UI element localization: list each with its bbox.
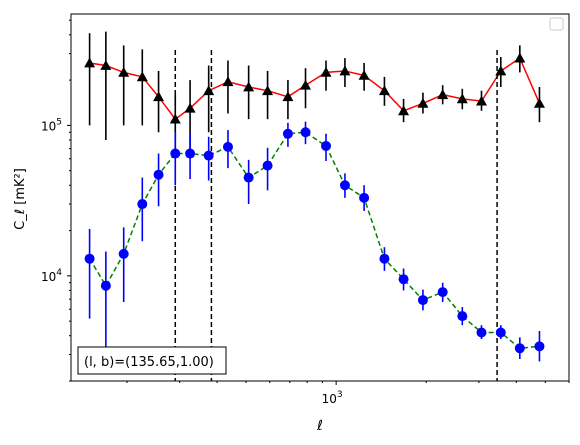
data-point-0-13 [320, 66, 332, 77]
data-point-0-16 [378, 85, 390, 96]
annotation-text: (l, b)=(135.65,1.00) [84, 355, 214, 370]
data-point-1-22 [495, 327, 506, 338]
data-point-1-18 [417, 295, 428, 306]
data-point-1-21 [476, 327, 487, 338]
data-point-0-17 [398, 105, 410, 116]
data-point-1-11 [282, 128, 293, 139]
vertical-lines-layer [174, 50, 498, 381]
data-point-1-5 [170, 148, 181, 159]
data-point-0-9 [243, 81, 255, 92]
data-point-0-0 [84, 57, 96, 68]
data-point-1-12 [300, 127, 311, 138]
data-point-0-24 [533, 97, 545, 108]
data-point-0-23 [514, 52, 526, 63]
data-point-0-11 [282, 91, 294, 102]
data-point-0-10 [262, 85, 274, 96]
data-point-1-9 [243, 172, 254, 183]
data-point-0-22 [495, 65, 507, 76]
data-point-1-10 [262, 160, 273, 171]
data-point-0-6 [184, 102, 196, 113]
x-axis-label: ℓ [316, 418, 323, 434]
data-point-0-15 [358, 69, 370, 80]
data-point-1-15 [359, 192, 370, 203]
y-tick-label-0: 104 [41, 268, 62, 284]
data-point-1-17 [398, 274, 409, 285]
data-point-0-21 [475, 95, 487, 106]
data-point-1-24 [534, 341, 545, 352]
data-point-1-2 [118, 248, 129, 259]
y-axis-label: C_ℓ [mK²] [13, 168, 28, 230]
data-point-1-13 [321, 140, 332, 151]
data-point-1-23 [514, 343, 525, 354]
data-point-1-14 [339, 180, 350, 191]
data-point-0-20 [456, 93, 468, 104]
data-point-1-8 [222, 141, 233, 152]
plot-frame [70, 13, 570, 382]
data-point-1-16 [379, 253, 390, 264]
data-point-1-19 [437, 287, 448, 298]
data-point-0-19 [437, 89, 449, 100]
ticks-layer: 103 104 105 [41, 19, 570, 406]
x-tick-label-0: 103 [322, 390, 343, 406]
data-point-1-7 [203, 150, 214, 161]
data-point-1-3 [137, 199, 148, 210]
data-point-0-18 [417, 97, 429, 108]
data-point-0-1 [100, 60, 112, 70]
data-point-0-3 [136, 71, 148, 82]
y-tick-label-1: 105 [41, 117, 62, 133]
annotation-frame [77, 346, 227, 375]
markers-layer [84, 52, 545, 354]
data-point-1-4 [153, 169, 164, 180]
data-point-1-0 [84, 253, 95, 264]
data-point-0-8 [222, 76, 234, 87]
data-point-1-6 [185, 148, 196, 159]
data-point-0-5 [169, 113, 181, 124]
data-point-0-4 [153, 91, 165, 102]
data-point-0-2 [118, 66, 130, 77]
annotation-box: (l, b)=(135.65,1.00) [77, 346, 227, 375]
data-point-0-12 [300, 79, 312, 90]
data-point-0-14 [339, 65, 351, 76]
data-point-1-20 [457, 311, 468, 322]
data-point-1-1 [100, 280, 111, 291]
data-point-0-7 [203, 85, 215, 96]
legend-box [549, 17, 564, 31]
